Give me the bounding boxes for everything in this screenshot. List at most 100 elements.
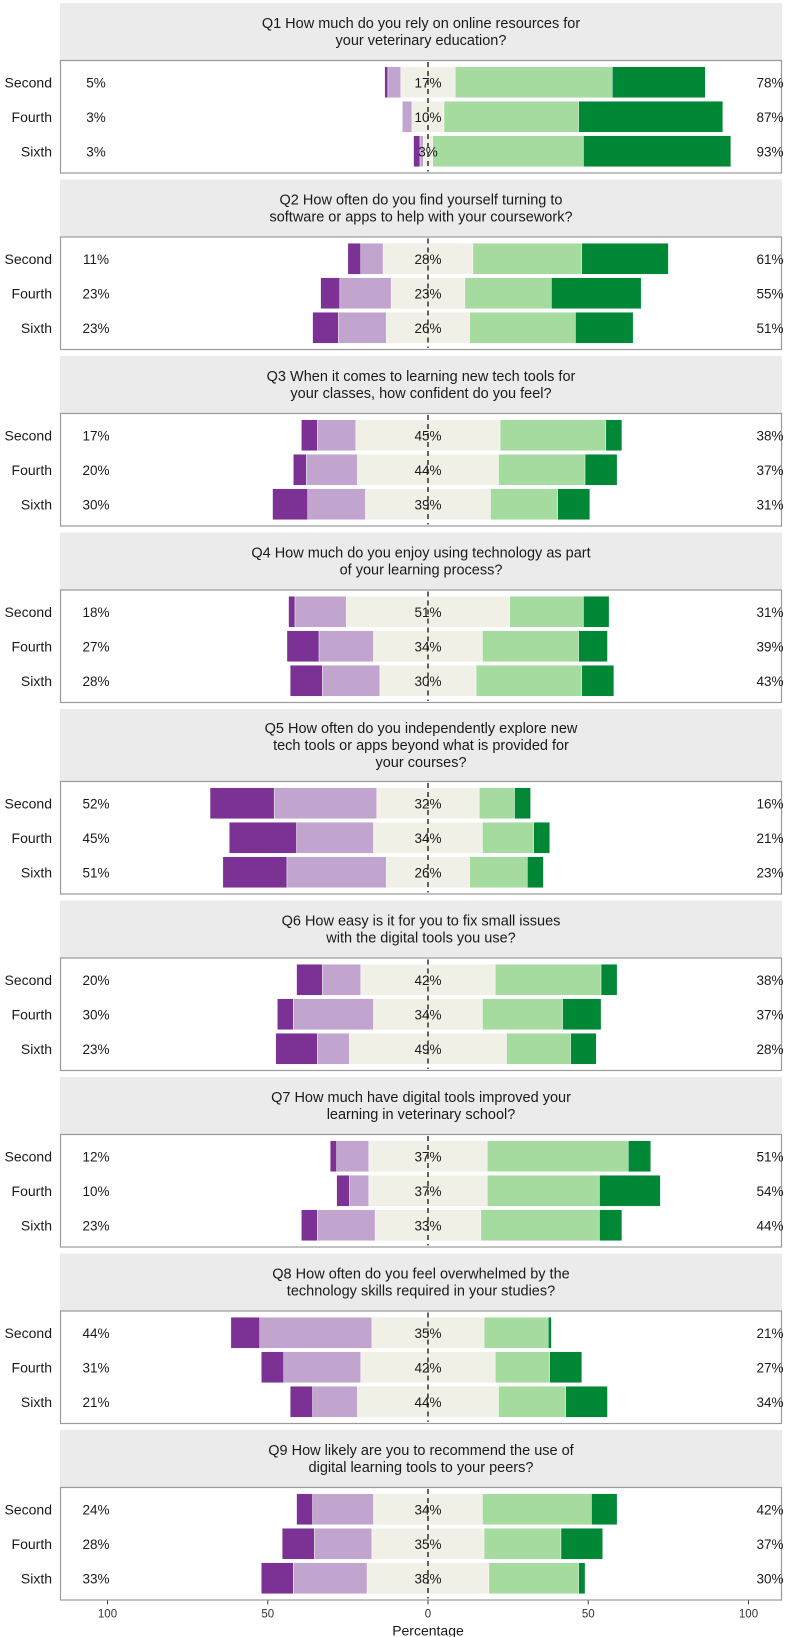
x-tick-label: 100 [98, 1609, 117, 1621]
bar-segment-level-2 [306, 454, 358, 486]
neutral-percent-label: 38% [414, 1571, 441, 1586]
panel-title: software or apps to help with your cours… [269, 210, 572, 226]
low-percent-label: 23% [82, 286, 109, 301]
bar-segment-level-1 [288, 596, 296, 628]
panel-strip [60, 709, 782, 781]
bar-segment-level-2 [402, 101, 413, 133]
low-percent-label: 10% [82, 1184, 109, 1199]
bar-segment-level-5 [600, 964, 618, 996]
low-percent-label: 24% [82, 1502, 109, 1517]
neutral-percent-label: 26% [414, 321, 441, 336]
high-percent-label: 42% [756, 1502, 783, 1517]
panel-title: learning in veterinary school? [327, 1107, 516, 1123]
bar-segment-level-5 [527, 856, 544, 888]
bar-segment-level-4 [469, 312, 576, 344]
bar-segment-level-5 [575, 312, 634, 344]
neutral-percent-label: 3% [418, 144, 438, 159]
panel-title: Q6 How easy is it for you to fix small i… [282, 914, 561, 930]
row-label: Second [5, 427, 52, 443]
row-label: Second [5, 972, 52, 988]
bar-segment-level-2 [312, 1386, 358, 1418]
bar-segment-level-5 [547, 1317, 552, 1349]
bar-segment-level-4 [487, 1140, 629, 1172]
panel-title: your courses? [375, 755, 466, 771]
bar-segment-level-1 [281, 1528, 315, 1560]
neutral-percent-label: 44% [414, 1395, 441, 1410]
bar-segment-level-4 [495, 964, 602, 996]
x-tick-label: 100 [739, 1609, 758, 1621]
bar-segment-level-5 [533, 822, 550, 854]
bar-segment-level-5 [578, 1562, 586, 1594]
bar-segment-level-5 [562, 998, 602, 1030]
x-tick-label: 50 [261, 1609, 274, 1621]
bar-segment-level-1 [261, 1351, 284, 1383]
bar-segment-level-2 [283, 1351, 361, 1383]
bar-segment-level-5 [584, 454, 618, 486]
bar-segment-level-5 [557, 488, 591, 520]
panel-strip [60, 179, 782, 237]
low-percent-label: 33% [82, 1571, 109, 1586]
bar-segment-level-4 [432, 135, 584, 167]
bar-segment-level-5 [570, 1033, 597, 1065]
row-label: Sixth [21, 1217, 52, 1233]
panel-strip [60, 1430, 782, 1487]
row-label: Fourth [12, 1006, 52, 1022]
bar-segment-level-2 [322, 665, 381, 697]
bar-segment-level-1 [293, 454, 307, 486]
bar-segment-level-1 [289, 665, 323, 697]
high-percent-label: 37% [756, 463, 783, 478]
bar-segment-level-2 [360, 243, 384, 275]
panel-strip [60, 356, 782, 413]
high-percent-label: 38% [756, 973, 783, 988]
bar-segment-level-2 [296, 822, 374, 854]
high-percent-label: 43% [756, 674, 783, 689]
high-percent-label: 38% [756, 428, 783, 443]
x-tick-label: 0 [425, 1609, 431, 1621]
bar-segment-level-4 [499, 419, 607, 451]
x-tick-label: 50 [582, 1609, 595, 1621]
row-label: Sixth [21, 143, 52, 159]
bar-segment-level-5 [591, 1493, 618, 1525]
high-percent-label: 27% [756, 1360, 783, 1375]
panel-title: Q9 How likely are you to recommend the u… [268, 1443, 574, 1459]
bar-segment-level-1 [320, 277, 341, 309]
bar-segment-level-2 [387, 66, 401, 98]
bar-segment-level-2 [349, 1175, 369, 1207]
bar-segment-level-4 [498, 454, 586, 486]
low-percent-label: 11% [83, 252, 109, 267]
low-percent-label: 20% [82, 463, 109, 478]
high-percent-label: 31% [756, 605, 783, 620]
high-percent-label: 93% [756, 144, 783, 159]
row-label: Sixth [21, 1394, 52, 1410]
neutral-percent-label: 33% [414, 1218, 441, 1233]
bar-segment-level-1 [296, 964, 323, 996]
bar-segment-level-5 [549, 1351, 583, 1383]
panel-strip [60, 3, 782, 60]
low-percent-label: 44% [82, 1326, 109, 1341]
low-percent-label: 12% [82, 1149, 109, 1164]
row-label: Sixth [21, 673, 52, 689]
neutral-percent-label: 30% [414, 674, 441, 689]
bar-segment-level-4 [472, 243, 583, 275]
bar-segment-level-2 [318, 630, 374, 662]
bar-segment-level-5 [612, 66, 706, 98]
panel-title: of your learning process? [340, 563, 503, 579]
bar-segment-level-5 [599, 1209, 623, 1241]
panel-title: with the digital tools you use? [325, 931, 515, 947]
bar-segment-level-2 [293, 998, 374, 1030]
high-percent-label: 55% [756, 286, 783, 301]
low-percent-label: 31% [82, 1360, 109, 1375]
row-label: Sixth [21, 320, 52, 336]
low-percent-label: 30% [82, 1007, 109, 1022]
bar-segment-level-4 [482, 630, 579, 662]
low-percent-label: 51% [82, 865, 109, 880]
row-label: Fourth [12, 109, 52, 125]
panel-strip [60, 532, 782, 590]
panel-strip [60, 1253, 782, 1311]
bar-segment-level-5 [578, 101, 724, 133]
high-percent-label: 54% [756, 1184, 783, 1199]
bar-segment-level-1 [261, 1562, 294, 1594]
high-percent-label: 23% [756, 865, 783, 880]
high-percent-label: 51% [756, 321, 783, 336]
bar-segment-level-4 [482, 1493, 592, 1525]
